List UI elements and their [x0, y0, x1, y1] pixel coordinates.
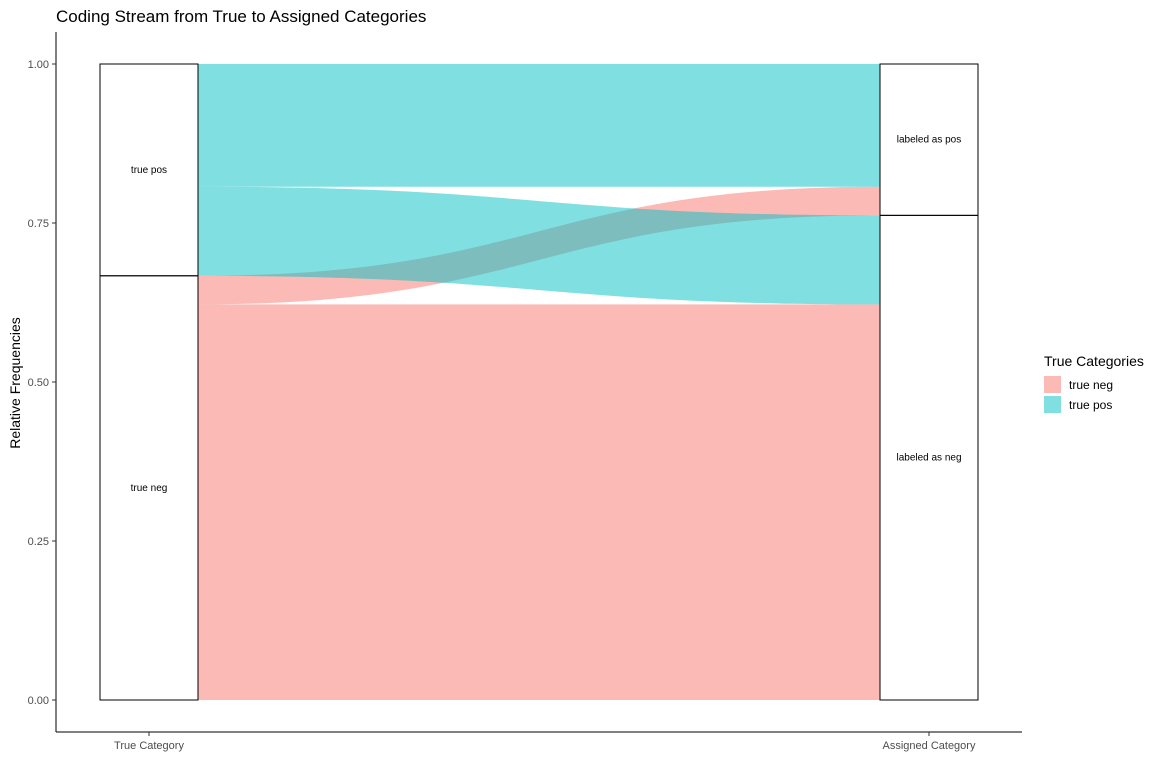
legend-label: true pos: [1069, 398, 1112, 412]
x-tick-label: Assigned Category: [883, 740, 976, 752]
y-tick-label: 0.75: [28, 218, 49, 230]
y-tick-label: 0.25: [28, 536, 49, 548]
flow-true-pos-to-labeled-as-pos: [198, 64, 880, 187]
stratum-labeled-as-pos: [879, 63, 979, 216]
legend-label: true neg: [1069, 378, 1113, 392]
axes-layer: 0.00 0.25 0.50 0.75 1.00 True Category Assigne…: [28, 32, 1022, 752]
strata-layer: true neg true pos labeled as neg labeled as…: [99, 63, 979, 701]
stratum-label: true pos: [131, 165, 167, 176]
y-tick-label: 0.50: [28, 377, 49, 389]
y-axis-title: Relative Frequencies: [7, 317, 23, 449]
flow-true-pos-to-labeled-as-neg: [198, 186, 880, 305]
flows-layer: [198, 64, 880, 700]
stratum-label: labeled as neg: [896, 453, 961, 464]
chart-title: Coding Stream from True to Assigned Cate…: [56, 7, 426, 26]
y-tick-label: 0.00: [28, 695, 49, 707]
stratum-label: labeled as pos: [897, 135, 962, 146]
legend: True Categories true neg true pos: [1044, 353, 1144, 413]
legend-swatch-true-neg: [1044, 376, 1061, 393]
legend-swatch-true-pos: [1044, 396, 1061, 413]
stratum-true-pos: [99, 63, 199, 277]
x-tick-label: True Category: [114, 740, 184, 752]
stratum-label: true neg: [131, 483, 168, 494]
legend-title: True Categories: [1044, 353, 1144, 369]
y-tick-label: 1.00: [28, 59, 49, 71]
flow-true-neg-to-labeled-as-neg: [198, 304, 880, 700]
